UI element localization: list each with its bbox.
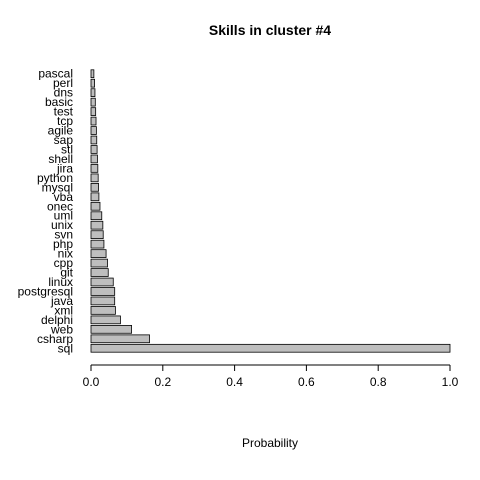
bar-mysql — [90, 183, 99, 192]
bar-cpp — [90, 258, 108, 268]
category-label-php: php — [53, 237, 73, 251]
category-label-vba: vba — [54, 190, 74, 204]
x-tick-label: 0.2 — [154, 375, 171, 389]
category-label-cpp: cpp — [54, 256, 74, 270]
bar-basic — [90, 97, 96, 107]
x-axis: 0.0 0.2 0.4 0.6 0.8 1.0 — [83, 364, 459, 389]
category-label-stl: stl — [61, 142, 73, 156]
bar-perl — [90, 78, 95, 88]
x-tick-label: 1.0 — [442, 375, 459, 389]
category-label-mysql: mysql — [42, 180, 73, 194]
category-label-onec: onec — [47, 199, 73, 213]
category-label-perl: perl — [53, 76, 73, 90]
category-label-web: web — [50, 322, 73, 336]
bar-java — [90, 296, 116, 306]
category-label-unix: unix — [51, 218, 73, 232]
bar-xml — [90, 306, 116, 315]
bar-vba — [90, 192, 100, 202]
bar-pascal — [90, 69, 95, 79]
bar-linux — [90, 277, 114, 287]
x-tick-label: 0.4 — [226, 375, 243, 389]
category-label-java: java — [50, 294, 73, 308]
category-label-python: python — [37, 171, 73, 185]
bar-sap — [90, 135, 98, 145]
bar-nix — [90, 249, 107, 258]
category-label-sql: sql — [58, 341, 73, 355]
bar-python — [90, 173, 99, 183]
category-label-dns: dns — [54, 86, 73, 100]
bar-git — [90, 268, 109, 277]
chart-title: Skills in cluster #4 — [209, 22, 331, 38]
x-tick-label: 0.0 — [83, 375, 100, 389]
category-label-sap: sap — [54, 133, 74, 147]
category-label-shell: shell — [48, 152, 73, 166]
category-label-tcp: tcp — [57, 114, 73, 128]
category-label-postgresql: postgresql — [18, 284, 73, 298]
bar-csharp — [90, 334, 150, 344]
bar-sql — [90, 343, 451, 353]
category-label-csharp: csharp — [37, 332, 73, 346]
bars-group — [90, 69, 451, 353]
category-label-uml: uml — [54, 209, 73, 223]
bar-dns — [90, 88, 96, 97]
category-label-git: git — [60, 266, 73, 280]
category-label-delphi: delphi — [41, 313, 73, 327]
bar-tcp — [90, 116, 97, 126]
bar-web — [90, 325, 132, 334]
bar-unix — [90, 220, 104, 230]
bar-postgresql — [90, 287, 116, 296]
category-label-agile: agile — [48, 124, 74, 138]
x-tick-label: 0.6 — [298, 375, 315, 389]
bar-svn — [90, 230, 104, 239]
bar-stl — [90, 145, 98, 154]
bar-test — [90, 107, 97, 116]
bar-shell — [90, 154, 98, 164]
category-label-nix: nix — [58, 247, 73, 261]
category-label-svn: svn — [54, 228, 73, 242]
x-tick-label: 0.8 — [370, 375, 387, 389]
bar-agile — [90, 126, 97, 135]
category-label-test: test — [54, 105, 74, 119]
category-label-basic: basic — [45, 95, 73, 109]
category-labels: sqlcsharpwebdelphixmljavapostgresqllinux… — [18, 67, 74, 356]
bar-php — [90, 239, 105, 249]
category-label-jira: jira — [56, 161, 73, 175]
category-label-xml: xml — [54, 303, 73, 317]
bar-onec — [90, 201, 101, 211]
category-label-linux: linux — [48, 275, 73, 289]
bar-delphi — [90, 315, 121, 325]
category-label-pascal: pascal — [38, 67, 73, 81]
bar-jira — [90, 164, 99, 173]
x-axis-label: Probability — [242, 436, 298, 450]
bar-uml — [90, 211, 103, 221]
